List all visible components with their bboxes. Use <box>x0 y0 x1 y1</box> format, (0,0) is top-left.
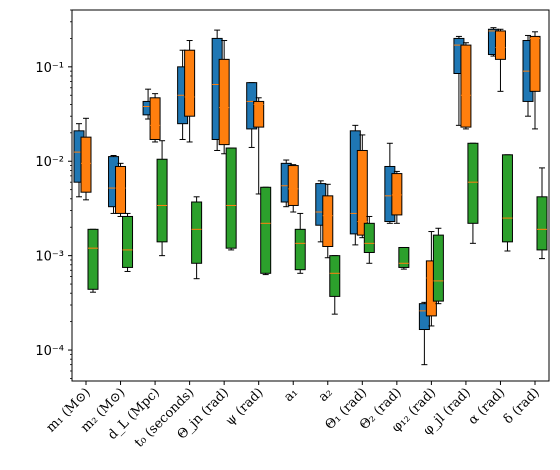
box <box>329 255 341 297</box>
box-group <box>391 170 403 224</box>
y-tick-label: 10⁻⁴ <box>35 344 64 359</box>
box-group <box>356 134 368 239</box>
box-group <box>501 154 513 252</box>
box <box>536 196 548 251</box>
box <box>529 35 541 92</box>
box-group <box>529 31 541 130</box>
x-tick-label: a₂ <box>316 385 336 405</box>
y-tick-label: 10⁻³ <box>35 250 64 265</box>
y-tick-label: 10⁻² <box>35 155 64 170</box>
box <box>253 100 265 128</box>
box-group <box>329 255 341 315</box>
box <box>391 173 403 216</box>
box-group <box>536 167 548 260</box>
box-group <box>122 212 134 272</box>
box <box>494 30 506 60</box>
box <box>122 215 134 268</box>
box <box>260 186 272 274</box>
box <box>418 303 430 331</box>
x-tick-label: a₁ <box>281 385 301 405</box>
y-axis: 10⁻⁴ 10⁻³ 10⁻² 10⁻¹ <box>35 9 72 379</box>
box-group <box>149 93 161 143</box>
box <box>149 97 161 140</box>
box <box>184 49 196 117</box>
box <box>363 222 375 253</box>
box <box>191 201 203 264</box>
x-tick-label: δ (rad) <box>501 385 543 427</box>
box <box>225 147 237 249</box>
box-group <box>398 246 410 270</box>
box <box>115 165 127 214</box>
box-group <box>253 97 265 195</box>
box-group <box>87 228 99 293</box>
box-group <box>225 147 237 251</box>
box <box>432 234 444 302</box>
box-group <box>467 142 479 244</box>
box-group <box>80 117 92 201</box>
x-tick-label: ψ (rad) <box>223 385 267 429</box>
box-group <box>260 186 272 276</box>
box <box>467 142 479 224</box>
box <box>287 165 299 206</box>
box-group <box>363 215 375 264</box>
box-group <box>460 42 472 130</box>
plot-frame <box>71 9 550 382</box>
box <box>156 158 168 243</box>
boxes-layer <box>73 27 548 366</box>
x-tick-label: α (rad) <box>466 385 509 428</box>
box <box>218 58 230 146</box>
box <box>501 154 513 243</box>
x-axis: m₁ (M⊙)m₂ (M⊙)d_L (Mpc)t₀ (seconds)Θ_jn … <box>44 381 543 451</box>
box-group <box>287 164 299 213</box>
box-group <box>191 196 203 280</box>
y-tick-label: 10⁻¹ <box>35 61 64 76</box>
box <box>87 228 99 290</box>
box-group <box>494 28 506 92</box>
box <box>322 195 334 247</box>
box <box>356 149 368 236</box>
box-group <box>294 212 306 274</box>
box-group <box>218 40 230 155</box>
box-group <box>115 162 127 217</box>
box-group <box>184 40 196 143</box>
box <box>294 228 306 271</box>
box <box>80 136 92 193</box>
box <box>398 246 410 268</box>
box <box>460 44 472 128</box>
box-group <box>432 227 444 305</box>
box-group <box>156 140 168 257</box>
